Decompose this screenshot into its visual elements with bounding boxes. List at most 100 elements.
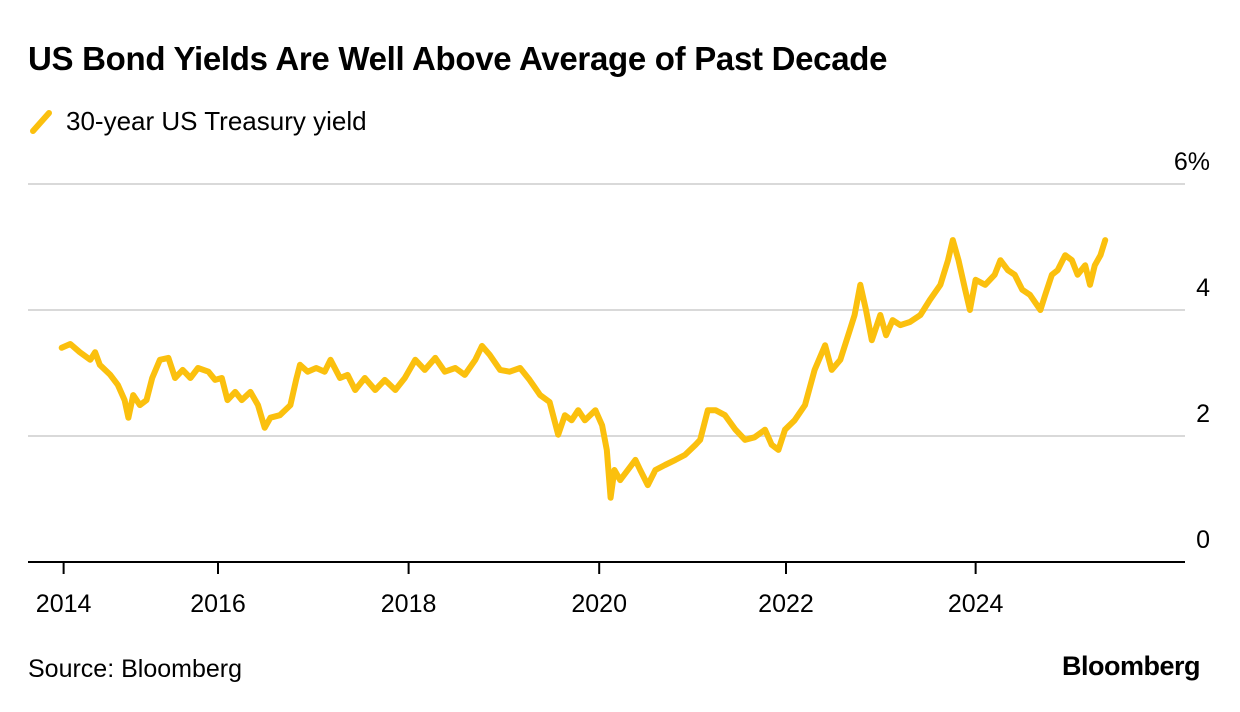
- legend-label: 30-year US Treasury yield: [66, 106, 367, 136]
- data-point: [632, 457, 638, 463]
- data-point: [382, 377, 388, 383]
- data-point: [472, 357, 478, 363]
- data-point: [537, 392, 543, 398]
- data-point: [967, 307, 973, 313]
- x-tick-label: 2020: [571, 590, 627, 618]
- data-point: [775, 447, 781, 453]
- data-point: [149, 375, 155, 381]
- data-point: [1005, 267, 1011, 273]
- data-point: [732, 427, 738, 433]
- data-point: [955, 257, 961, 263]
- data-point: [452, 365, 458, 371]
- data-point: [362, 375, 368, 381]
- y-tick-label: 4: [1196, 274, 1210, 302]
- data-point: [322, 369, 328, 375]
- data-point: [165, 355, 171, 361]
- data-point: [852, 312, 858, 318]
- data-point: [822, 342, 828, 348]
- data-point: [239, 397, 245, 403]
- data-point: [195, 365, 201, 371]
- data-point: [305, 369, 311, 375]
- x-tick-label: 2024: [948, 590, 1004, 618]
- data-point: [487, 352, 493, 358]
- source-note: Source: Bloomberg: [28, 655, 243, 683]
- data-point: [87, 357, 93, 363]
- data-point: [422, 367, 428, 373]
- data-point: [402, 375, 408, 381]
- data-point: [869, 337, 875, 343]
- data-point: [592, 407, 598, 413]
- data-point: [479, 343, 485, 349]
- data-point: [107, 372, 113, 378]
- data-point: [497, 367, 503, 373]
- data-point: [412, 357, 418, 363]
- data-point: [144, 397, 150, 403]
- x-tick-label: 2016: [190, 590, 246, 618]
- data-point: [205, 369, 211, 375]
- data-point: [982, 282, 988, 288]
- data-point: [802, 402, 808, 408]
- data-point: [672, 457, 678, 463]
- data-point: [262, 425, 268, 431]
- chart-title: US Bond Yields Are Well Above Average of…: [28, 40, 888, 77]
- data-point: [782, 427, 788, 433]
- data-point: [232, 389, 238, 395]
- x-tick-label: 2022: [758, 590, 814, 618]
- data-point: [157, 357, 163, 363]
- data-point: [877, 312, 883, 318]
- data-point: [247, 389, 253, 395]
- data-point: [327, 357, 333, 363]
- data-point: [762, 427, 768, 433]
- data-point: [1055, 267, 1061, 273]
- data-point: [1027, 292, 1033, 298]
- data-point: [180, 367, 186, 373]
- data-point: [345, 372, 351, 378]
- data-point: [287, 402, 293, 408]
- data-point: [297, 362, 303, 368]
- data-point: [847, 327, 853, 333]
- y-tick-label: 0: [1196, 526, 1210, 554]
- data-point: [517, 365, 523, 371]
- data-point: [907, 319, 913, 325]
- data-point: [945, 257, 951, 263]
- data-point: [752, 434, 758, 440]
- data-point: [645, 482, 651, 488]
- data-point: [277, 412, 283, 418]
- data-point: [219, 375, 225, 381]
- data-point: [137, 402, 143, 408]
- data-point: [1049, 272, 1055, 278]
- data-point: [604, 447, 610, 453]
- data-point: [599, 422, 605, 428]
- data-point: [1087, 282, 1093, 288]
- data-point: [692, 442, 698, 448]
- data-point: [1062, 252, 1068, 258]
- data-point: [997, 257, 1003, 263]
- data-point: [1092, 262, 1098, 268]
- data-point: [857, 282, 863, 288]
- series-line-30y-treasury-yield: [58, 237, 1109, 501]
- data-point: [1097, 252, 1103, 258]
- data-point: [77, 349, 83, 355]
- data-point: [267, 415, 273, 421]
- data-point: [937, 282, 943, 288]
- data-point: [59, 345, 65, 351]
- data-point: [611, 467, 617, 473]
- data-point: [1082, 262, 1088, 268]
- data-point: [769, 442, 775, 448]
- data-point: [962, 287, 968, 293]
- data-point: [313, 365, 319, 371]
- data-point: [293, 377, 299, 383]
- data-point: [1012, 272, 1018, 278]
- data-point: [225, 397, 231, 403]
- data-point: [172, 375, 178, 381]
- data-point: [662, 462, 668, 468]
- bloomberg-logo: Bloomberg: [1061, 651, 1201, 681]
- y-tick-label: 6%: [1174, 148, 1210, 176]
- x-tick-label: 2014: [36, 590, 92, 618]
- data-point: [652, 467, 658, 473]
- data-point: [1042, 292, 1048, 298]
- data-point: [950, 237, 956, 243]
- data-point: [917, 312, 923, 318]
- data-point: [212, 377, 218, 383]
